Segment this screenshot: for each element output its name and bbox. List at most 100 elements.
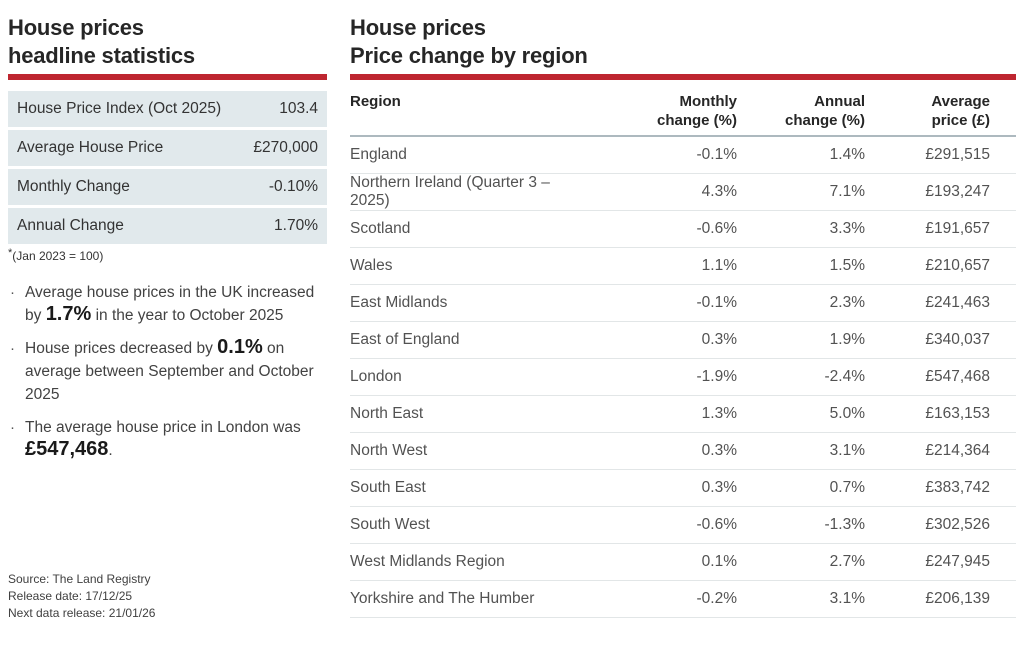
table-row: Scotland -0.6% 3.3% £191,657 xyxy=(350,211,1016,248)
cell-monthly-change: 0.3% xyxy=(701,331,737,348)
cell-monthly-change: 0.3% xyxy=(701,442,737,459)
header-average-line2: price (£) xyxy=(931,112,990,129)
stat-label: Monthly Change xyxy=(17,178,130,195)
table-row: North West 0.3% 3.1% £214,364 xyxy=(350,433,1016,470)
table-header-row: Region Monthly change (%) Annual change … xyxy=(350,91,1016,137)
bullet-text-post: on average between September and October… xyxy=(25,340,314,403)
table-row: Northern Ireland (Quarter 3 – 2025) 4.3%… xyxy=(350,174,1016,211)
cell-annual-change: -1.3% xyxy=(824,516,866,533)
bullet-marker: · xyxy=(10,419,15,436)
cell-monthly-change: 1.3% xyxy=(701,405,737,422)
cell-monthly-change: 1.1% xyxy=(701,257,737,274)
header-monthly-change: Monthly change (%) xyxy=(590,92,737,130)
header-region: Region xyxy=(350,93,401,110)
header-annual-change: Annual change (%) xyxy=(737,92,865,130)
header-average-price: Average price (£) xyxy=(865,92,990,130)
cell-annual-change: 3.1% xyxy=(829,442,865,459)
stat-row: Annual Change 1.70% xyxy=(8,208,327,244)
cell-average-price: £547,468 xyxy=(925,368,990,385)
source-line: Next data release: 21/01/26 xyxy=(8,606,156,620)
cell-region: East Midlands xyxy=(350,294,448,311)
index-footnote: *(Jan 2023 = 100) xyxy=(8,247,327,263)
bullet-text: Average house prices in the UK increased… xyxy=(25,281,320,327)
cell-annual-change: 2.7% xyxy=(829,553,865,570)
table-row: South West -0.6% -1.3% £302,526 xyxy=(350,507,1016,544)
cell-region: North East xyxy=(350,405,424,422)
stat-label: House Price Index (Oct 2025) xyxy=(17,100,222,117)
bullet-item: · Average house prices in the UK increas… xyxy=(8,281,320,327)
stat-label: Average House Price xyxy=(17,139,164,156)
cell-annual-change: 5.0% xyxy=(829,405,865,422)
cell-annual-change: 1.5% xyxy=(829,257,865,274)
bullet-text: House prices decreased by 0.1% on averag… xyxy=(25,337,320,406)
header-monthly-line2: change (%) xyxy=(656,112,737,129)
headline-title: House prices headline statistics xyxy=(8,14,327,70)
cell-average-price: £163,153 xyxy=(925,405,990,422)
source-block: Source: The Land Registry Release date: … xyxy=(8,571,155,622)
cell-annual-change: 1.9% xyxy=(829,331,865,348)
cell-average-price: £340,037 xyxy=(925,331,990,348)
cell-average-price: £291,515 xyxy=(925,146,990,163)
left-accent-rule xyxy=(8,74,327,80)
price-change-panel: House prices Price change by region Regi… xyxy=(350,0,1016,653)
source-line: Source: The Land Registry xyxy=(8,572,151,586)
region-title-line1: House prices xyxy=(350,15,486,40)
stat-row: House Price Index (Oct 2025) 103.4 xyxy=(8,91,327,127)
cell-annual-change: 7.1% xyxy=(829,183,865,200)
cell-annual-change: 1.4% xyxy=(829,146,865,163)
region-table: Region Monthly change (%) Annual change … xyxy=(350,91,1016,618)
cell-average-price: £383,742 xyxy=(925,479,990,496)
stat-label: Annual Change xyxy=(17,217,124,234)
bullet-text-highlight: £547,468 xyxy=(25,438,109,460)
headline-stats-list: House Price Index (Oct 2025) 103.4 Avera… xyxy=(8,91,327,244)
cell-annual-change: 3.3% xyxy=(829,220,865,237)
bullet-text: The average house price in London was £5… xyxy=(25,416,320,462)
table-row: Wales 1.1% 1.5% £210,657 xyxy=(350,248,1016,285)
table-row: East Midlands -0.1% 2.3% £241,463 xyxy=(350,285,1016,322)
cell-region: South West xyxy=(350,516,430,533)
table-row: South East 0.3% 0.7% £383,742 xyxy=(350,470,1016,507)
stat-row: Monthly Change -0.10% xyxy=(8,169,327,205)
cell-region: East of England xyxy=(350,331,460,348)
cell-average-price: £210,657 xyxy=(925,257,990,274)
cell-region: Scotland xyxy=(350,220,411,237)
table-row: London -1.9% -2.4% £547,468 xyxy=(350,359,1016,396)
cell-monthly-change: 0.3% xyxy=(701,479,737,496)
cell-average-price: £206,139 xyxy=(925,590,990,607)
headline-title-line2: headline statistics xyxy=(8,43,195,68)
bullet-text-post: in the year to October 2025 xyxy=(91,307,284,324)
footnote-asterisk: * xyxy=(8,247,13,259)
bullet-text-pre: Average house prices in the UK increased… xyxy=(25,284,315,324)
cell-region: Wales xyxy=(350,257,393,274)
table-row: England -0.1% 1.4% £291,515 xyxy=(350,137,1016,174)
stat-value: 1.70% xyxy=(274,217,318,234)
header-average-line1: Average xyxy=(931,93,990,110)
footnote-text: (Jan 2023 = 100) xyxy=(12,249,104,263)
cell-region: Northern Ireland (Quarter 3 – 2025) xyxy=(350,174,550,209)
cell-monthly-change: -1.9% xyxy=(696,368,738,385)
cell-average-price: £191,657 xyxy=(925,220,990,237)
bullet-text-highlight: 1.7% xyxy=(45,303,92,325)
cell-monthly-change: 4.3% xyxy=(701,183,737,200)
cell-average-price: £214,364 xyxy=(925,442,990,459)
table-row: West Midlands Region 0.1% 2.7% £247,945 xyxy=(350,544,1016,581)
bullet-text-pre: House prices decreased by xyxy=(25,340,218,357)
region-title: House prices Price change by region xyxy=(350,14,1016,70)
cell-monthly-change: -0.1% xyxy=(696,146,738,163)
cell-region: England xyxy=(350,146,407,163)
bullet-text-pre: The average house price in London was xyxy=(25,419,301,436)
header-annual-line1: Annual xyxy=(814,93,865,110)
table-row: Yorkshire and The Humber -0.2% 3.1% £206… xyxy=(350,581,1016,618)
bullet-item: · The average house price in London was … xyxy=(8,416,320,462)
bullet-marker: · xyxy=(10,284,15,301)
source-line: Release date: 17/12/25 xyxy=(8,589,133,603)
table-row: East of England 0.3% 1.9% £340,037 xyxy=(350,322,1016,359)
key-points-list: · Average house prices in the UK increas… xyxy=(8,281,320,462)
stat-row: Average House Price £270,000 xyxy=(8,130,327,166)
cell-annual-change: 2.3% xyxy=(829,294,865,311)
table-row: North East 1.3% 5.0% £163,153 xyxy=(350,396,1016,433)
cell-monthly-change: -0.6% xyxy=(696,516,738,533)
stat-value: £270,000 xyxy=(253,139,318,156)
cell-monthly-change: -0.6% xyxy=(696,220,738,237)
bullet-item: · House prices decreased by 0.1% on aver… xyxy=(8,337,320,406)
